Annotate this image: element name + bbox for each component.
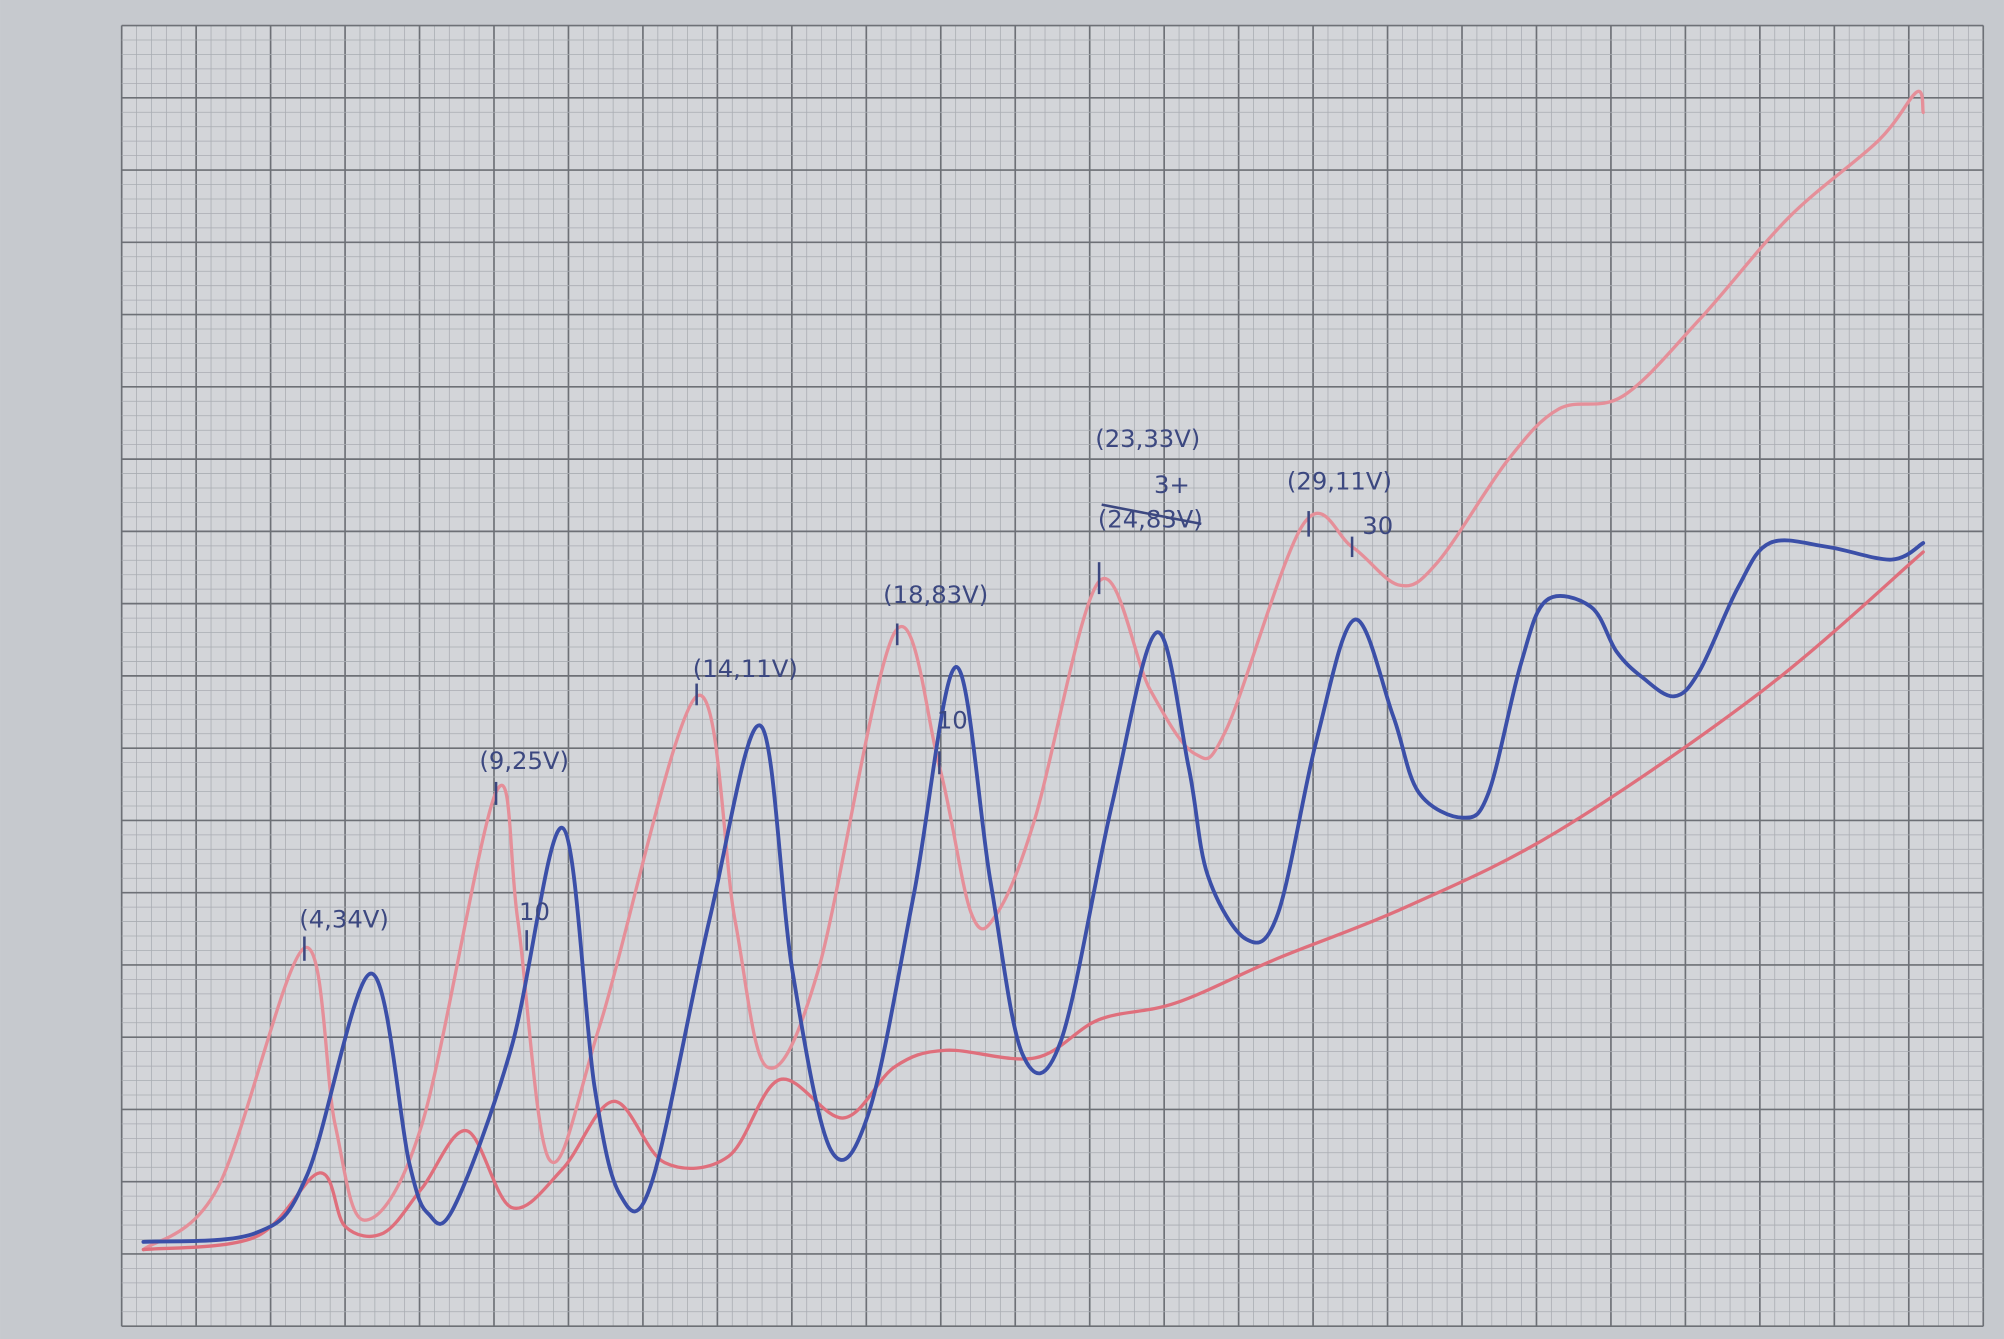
strike-line: [1101, 503, 1202, 526]
annotation: 10: [519, 897, 550, 926]
annotation: (9,25V): [479, 746, 569, 775]
annotation: (18,83V): [883, 580, 988, 609]
annotation: (24,83V): [1098, 505, 1203, 534]
annotation: (29,11V): [1287, 466, 1392, 495]
annotation: 10: [937, 705, 968, 734]
peak-markers: [303, 503, 1354, 961]
annotation: 3+: [1154, 470, 1190, 499]
grid: [120, 24, 1985, 1328]
pink-lower-curve: [141, 550, 1925, 1252]
annotation: (23,33V): [1095, 424, 1200, 453]
annotations: (4,34V) (9,25V) (14,11V) (18,83V) (23,33…: [299, 424, 1393, 933]
blue-curve: [141, 538, 1926, 1244]
annotation: 30: [1362, 511, 1393, 540]
curves: [141, 89, 1926, 1252]
pink-upper-curve: [141, 89, 1925, 1252]
annotation: (14,11V): [693, 654, 798, 683]
annotation: (4,34V): [299, 905, 389, 934]
